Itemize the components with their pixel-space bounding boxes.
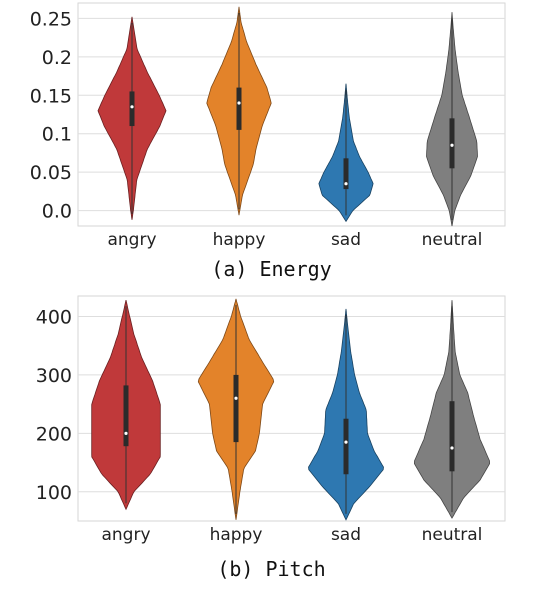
median-marker-sad	[344, 440, 348, 444]
median-marker-angry	[124, 431, 128, 435]
x-tick-label-happy: happy	[213, 230, 266, 250]
pitch-violins	[91, 298, 491, 521]
y-tick-label: 400	[36, 306, 72, 328]
x-tick-label-neutral: neutral	[422, 230, 483, 250]
y-tick-label: 300	[36, 365, 72, 387]
pitch-panel: 100 200 300 400 angry happy sad neutral (b) Pi…	[36, 295, 506, 581]
y-tick-label: 100	[36, 482, 72, 504]
y-tick-label: 0.1	[42, 124, 72, 146]
median-marker-angry	[130, 105, 134, 109]
y-tick-label: 0.0	[42, 201, 72, 223]
iqr-box-happy	[236, 87, 242, 130]
energy-x-tick-labels: angry happy sad neutral	[107, 230, 482, 250]
x-tick-label-angry: angry	[101, 525, 150, 545]
energy-panel: 0.0 0.05 0.1 0.15 0.2 0.25 angry happy sad neutr…	[30, 2, 506, 281]
iqr-box-happy	[233, 374, 239, 443]
median-marker-happy	[237, 101, 241, 105]
iqr-box-sad	[343, 418, 349, 475]
iqr-box-sad	[343, 158, 349, 190]
y-tick-label: 0.25	[30, 8, 72, 30]
iqr-box-angry	[123, 385, 129, 447]
x-tick-label-happy: happy	[210, 525, 263, 545]
y-tick-label: 0.05	[30, 162, 72, 184]
pitch-y-tick-labels: 100 200 300 400	[36, 306, 72, 503]
y-tick-label: 0.2	[42, 47, 72, 69]
y-tick-label: 200	[36, 423, 72, 445]
energy-violins	[97, 6, 478, 227]
median-marker-neutral	[450, 143, 454, 147]
x-tick-label-neutral: neutral	[422, 525, 483, 545]
iqr-box-neutral	[449, 401, 455, 472]
iqr-box-angry	[129, 91, 135, 127]
x-tick-label-sad: sad	[331, 525, 361, 545]
pitch-caption: (b) Pitch	[217, 557, 325, 581]
median-marker-neutral	[450, 446, 454, 450]
median-marker-sad	[344, 182, 348, 186]
x-tick-label-angry: angry	[107, 230, 156, 250]
x-tick-label-sad: sad	[331, 230, 361, 250]
iqr-box-neutral	[449, 118, 455, 169]
y-tick-label: 0.15	[30, 85, 72, 107]
median-marker-happy	[234, 396, 238, 400]
pitch-x-tick-labels: angry happy sad neutral	[101, 525, 482, 545]
energy-y-tick-labels: 0.0 0.05 0.1 0.15 0.2 0.25	[30, 8, 72, 222]
energy-caption: (a) Energy	[211, 257, 331, 281]
